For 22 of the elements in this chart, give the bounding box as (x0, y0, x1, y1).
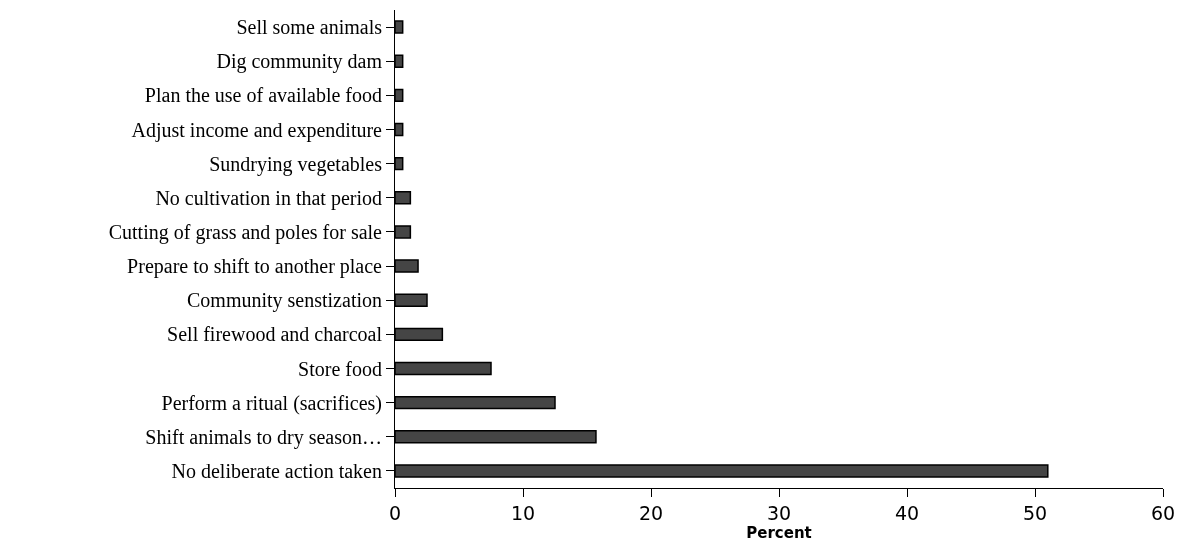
y-tick-label: Cutting of grass and poles for sale (108, 220, 383, 244)
x-tick-label: 60 (1150, 501, 1176, 524)
y-tick-label: Sundrying vegetables (209, 152, 383, 176)
x-tick-label: 20 (638, 501, 664, 524)
y-tick-label: Shift animals to dry season… (145, 425, 382, 449)
y-tick-label: Dig community dam (216, 50, 383, 74)
y-tick-label: Sell some animals (236, 16, 383, 39)
x-tick-label: 30 (766, 501, 792, 524)
y-tick-label: Store food (298, 357, 382, 380)
y-tick-label: Adjust income and expenditure (131, 118, 383, 142)
y-tick-label: Sell firewood and charcoal (167, 323, 383, 346)
x-tick-label: 50 (1022, 501, 1048, 524)
y-tick-label: Community senstization (187, 289, 382, 313)
y-tick-label: Prepare to shift to another place (127, 255, 383, 279)
x-tick-label: 0 (388, 501, 402, 524)
x-tick-label: 40 (894, 501, 920, 524)
x-axis-title: Percent (746, 523, 812, 542)
x-tick-label: 10 (510, 501, 536, 524)
y-tick-label: No deliberate action taken (171, 459, 382, 482)
y-tick-label: Plan the use of available food (144, 84, 382, 107)
y-tick-label: No cultivation in that period (155, 186, 382, 210)
y-tick-label: Perform a ritual (sacrifices) (161, 391, 382, 415)
